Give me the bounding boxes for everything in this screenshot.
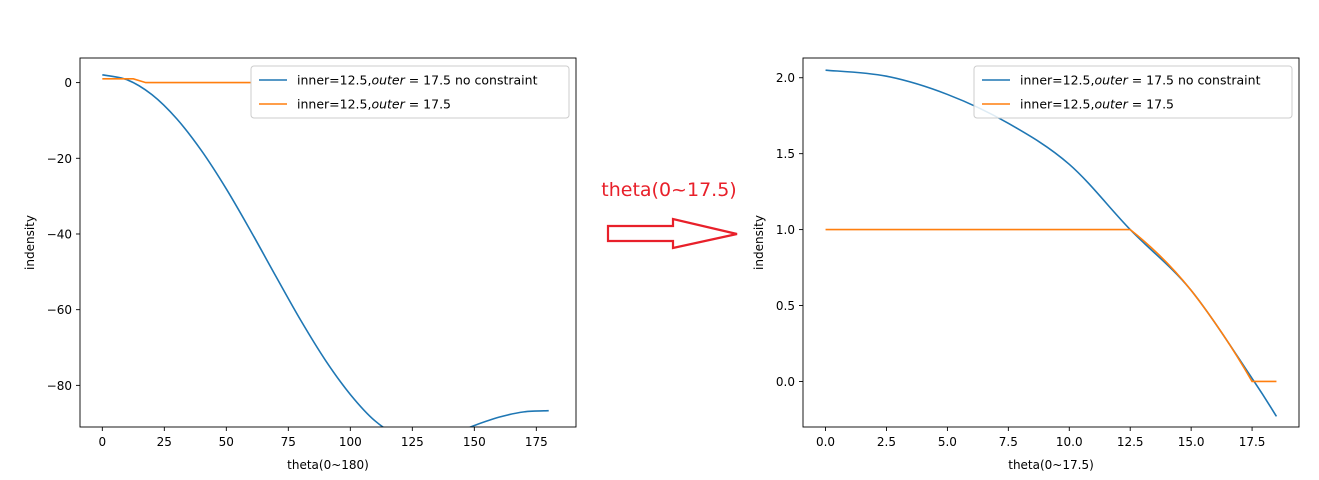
legend-entry: inner=12.5,outer = 17.5 no constraint [297, 73, 538, 88]
legend: inner=12.5,outer = 17.5 no constraint inn… [250, 65, 570, 119]
series-line-constrained [825, 228, 1277, 383]
series-line-no-constraint [825, 69, 1278, 417]
x-tick-label: 150 [463, 435, 486, 449]
series-line-constrained [102, 78, 252, 84]
x-tick-label: 0.0 [816, 435, 835, 449]
right-arrow-icon [606, 217, 738, 250]
legend: inner=12.5,outer = 17.5 no constraint inn… [973, 65, 1293, 119]
x-tick-label: 15.0 [1178, 435, 1205, 449]
legend-box [973, 65, 1293, 119]
y-tick-label: −20 [47, 152, 72, 166]
x-tick-label: 0 [98, 435, 106, 449]
y-tick-label: −80 [47, 379, 72, 393]
y-tick-label: 2.0 [776, 71, 795, 85]
y-tick-label: 1.0 [776, 223, 795, 237]
x-axis-label: theta(0~17.5) [1008, 458, 1094, 472]
x-tick-label: 12.5 [1117, 435, 1144, 449]
x-tick-label: 75 [281, 435, 296, 449]
legend-box [250, 65, 570, 119]
y-tick-label: 1.5 [776, 147, 795, 161]
legend-entry: inner=12.5,outer = 17.5 [1020, 97, 1174, 112]
plot-frame [802, 57, 1300, 428]
x-tick-label: 100 [339, 435, 362, 449]
x-tick-label: 50 [219, 435, 234, 449]
x-tick-label: 25 [157, 435, 172, 449]
y-tick-label: 0.5 [776, 299, 795, 313]
x-tick-label: 125 [401, 435, 424, 449]
right-chart: 0.0 2.5 5.0 7.5 10.0 12.5 15.0 17.5 0.0 0.5 1.0 1.5… [752, 57, 1300, 472]
y-axis-label: indensity [23, 215, 37, 270]
annotation-label: theta(0~17.5) [601, 179, 736, 201]
legend-entry: inner=12.5,outer = 17.5 [297, 97, 451, 112]
legend-entry: inner=12.5,outer = 17.5 no constraint [1020, 73, 1261, 88]
x-tick-label: 10.0 [1056, 435, 1083, 449]
y-tick-label: −60 [47, 303, 72, 317]
y-tick-label: −40 [47, 227, 72, 241]
y-axis-label: indensity [752, 215, 766, 270]
y-tick-label: 0 [64, 76, 72, 90]
x-tick-label: 175 [525, 435, 548, 449]
x-tick-label: 7.5 [999, 435, 1018, 449]
y-tick-label: 0.0 [776, 375, 795, 389]
plot-frame [79, 57, 577, 428]
x-tick-label: 2.5 [877, 435, 896, 449]
left-chart: 0 25 50 75 100 125 150 175 0 −20 −40 −60 −80 theta(0~… [23, 57, 577, 472]
series-line-no-constraint [102, 74, 549, 427]
x-tick-label: 5.0 [938, 435, 957, 449]
x-axis-label: theta(0~180) [287, 458, 369, 472]
x-tick-label: 17.5 [1239, 435, 1266, 449]
